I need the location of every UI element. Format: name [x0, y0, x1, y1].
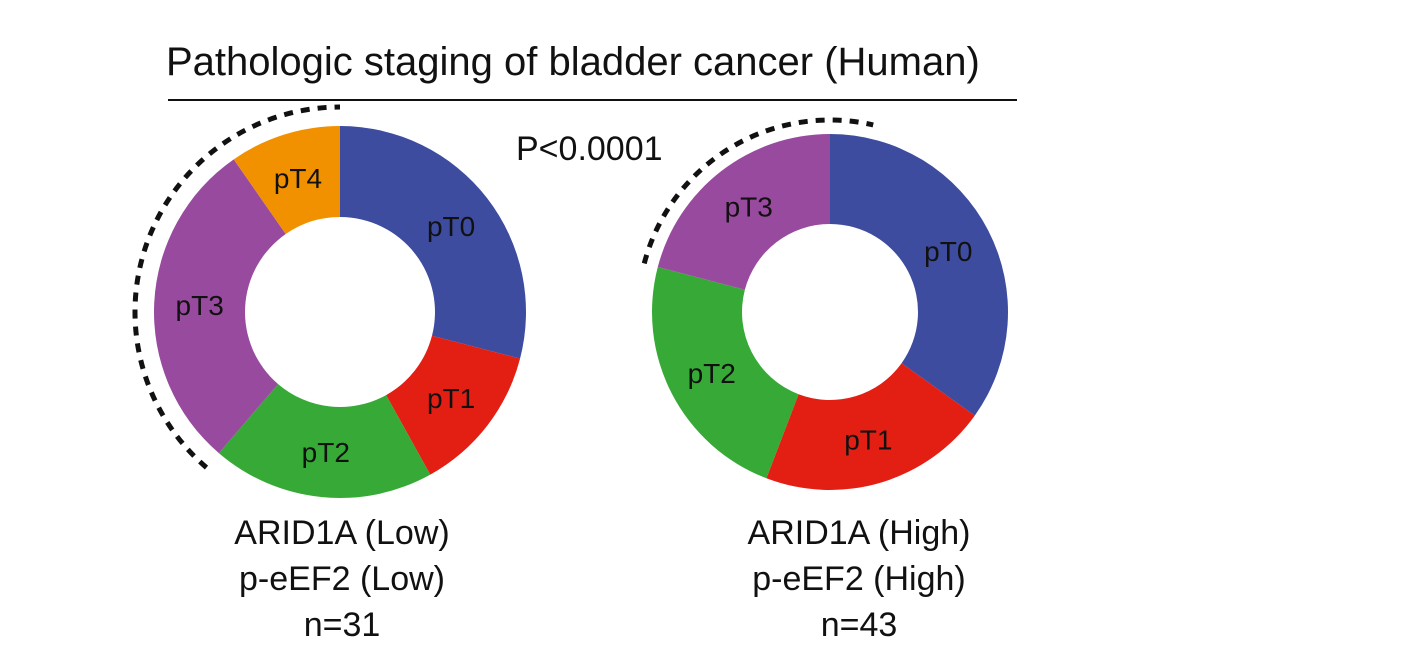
slice-high-pt0	[830, 134, 1008, 416]
slice-label-low-pt3: pT3	[176, 290, 224, 321]
caption-high-line-1: ARID1A (High)	[747, 514, 971, 552]
slice-high-pt1	[766, 363, 975, 490]
slice-high-pt2	[652, 266, 799, 479]
advanced-stage-arc-low	[132, 104, 341, 470]
caption-low-line-2: p-eEF2 (Low)	[239, 560, 445, 598]
caption-high: ARID1A (High) p-eEF2 (High) n=43	[659, 510, 1059, 648]
slice-label-low-pt2: pT2	[302, 437, 350, 468]
caption-high-line-2: p-eEF2 (High)	[752, 560, 966, 598]
slice-label-low-pt1: pT1	[427, 383, 475, 414]
title-underline	[168, 99, 1017, 101]
caption-low: ARID1A (Low) p-eEF2 (Low) n=31	[142, 510, 542, 648]
caption-high-line-3: n=43	[820, 606, 898, 644]
slice-high-pt3	[657, 134, 830, 290]
slice-low-pt4	[233, 126, 340, 235]
p-value-label: P<0.0001	[516, 130, 663, 168]
slice-low-pt2	[218, 384, 431, 498]
slice-low-pt0	[340, 126, 526, 359]
slice-label-low-pt0: pT0	[427, 211, 475, 242]
caption-low-line-3: n=31	[303, 606, 381, 644]
slice-label-high-pt2: pT2	[688, 358, 736, 389]
slice-label-low-pt4: pT4	[274, 163, 322, 194]
advanced-stage-arc-high	[641, 117, 874, 265]
slice-label-high-pt0: pT0	[924, 236, 972, 267]
caption-low-line-1: ARID1A (Low)	[234, 514, 450, 552]
slice-label-high-pt3: pT3	[725, 192, 773, 223]
slice-low-pt3	[154, 159, 286, 454]
chart-title: Pathologic staging of bladder cancer (Hu…	[166, 40, 980, 84]
slice-low-pt1	[386, 335, 521, 475]
slice-label-high-pt1: pT1	[844, 424, 892, 455]
